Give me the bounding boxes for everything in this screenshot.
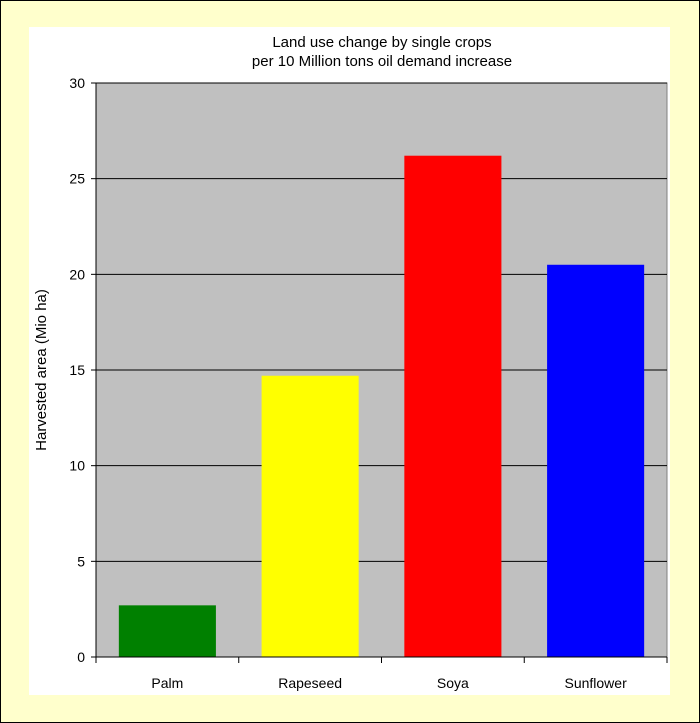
- bar-soya: [404, 155, 502, 657]
- bar-rapeseed: [261, 375, 359, 657]
- y-tick-label: 20: [69, 266, 85, 282]
- x-tick-label-palm: Palm: [151, 675, 183, 691]
- x-tick-label-rapeseed: Rapeseed: [278, 675, 342, 691]
- chart-title-line-2: per 10 Million tons oil demand increase: [252, 53, 512, 70]
- x-tick-label-sunflower: Sunflower: [564, 675, 627, 691]
- y-tick-label: 10: [69, 458, 85, 474]
- bar-sunflower: [547, 264, 645, 657]
- y-tick-labels: 0 5 10 15 20 25 30: [69, 75, 85, 665]
- bars: [118, 155, 645, 657]
- bar-palm: [118, 605, 216, 657]
- y-tick-label: 15: [69, 362, 85, 378]
- x-tick-labels: Palm Rapeseed Soya Sunflower: [151, 675, 627, 691]
- x-tick-label-soya: Soya: [437, 675, 469, 691]
- chart-title-line-1: Land use change by single crops: [272, 34, 491, 51]
- y-tick-label: 25: [69, 171, 85, 187]
- axes: [91, 82, 668, 663]
- y-tick-label: 0: [77, 649, 85, 665]
- y-tick-label: 30: [69, 75, 85, 91]
- y-tick-label: 5: [77, 553, 85, 569]
- y-axis-label: Harvested area (Mio ha): [33, 289, 50, 451]
